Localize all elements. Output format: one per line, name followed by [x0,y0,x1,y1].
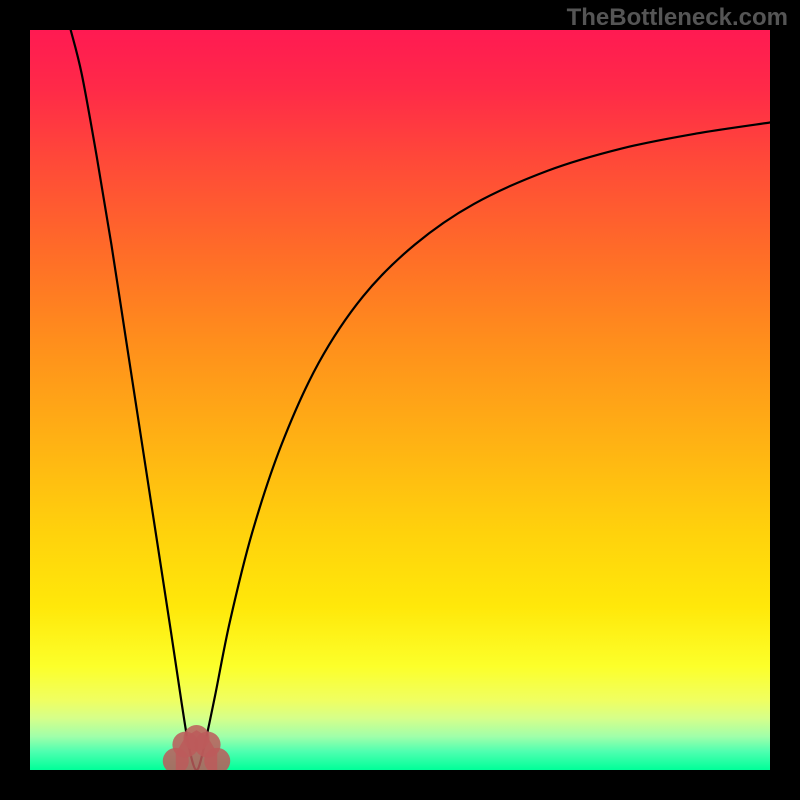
watermark-text: TheBottleneck.com [567,4,788,32]
bottleneck-chart [0,0,800,800]
min-marker-point [204,748,230,774]
chart-container: { "meta": { "width": 800, "height": 800,… [0,0,800,800]
